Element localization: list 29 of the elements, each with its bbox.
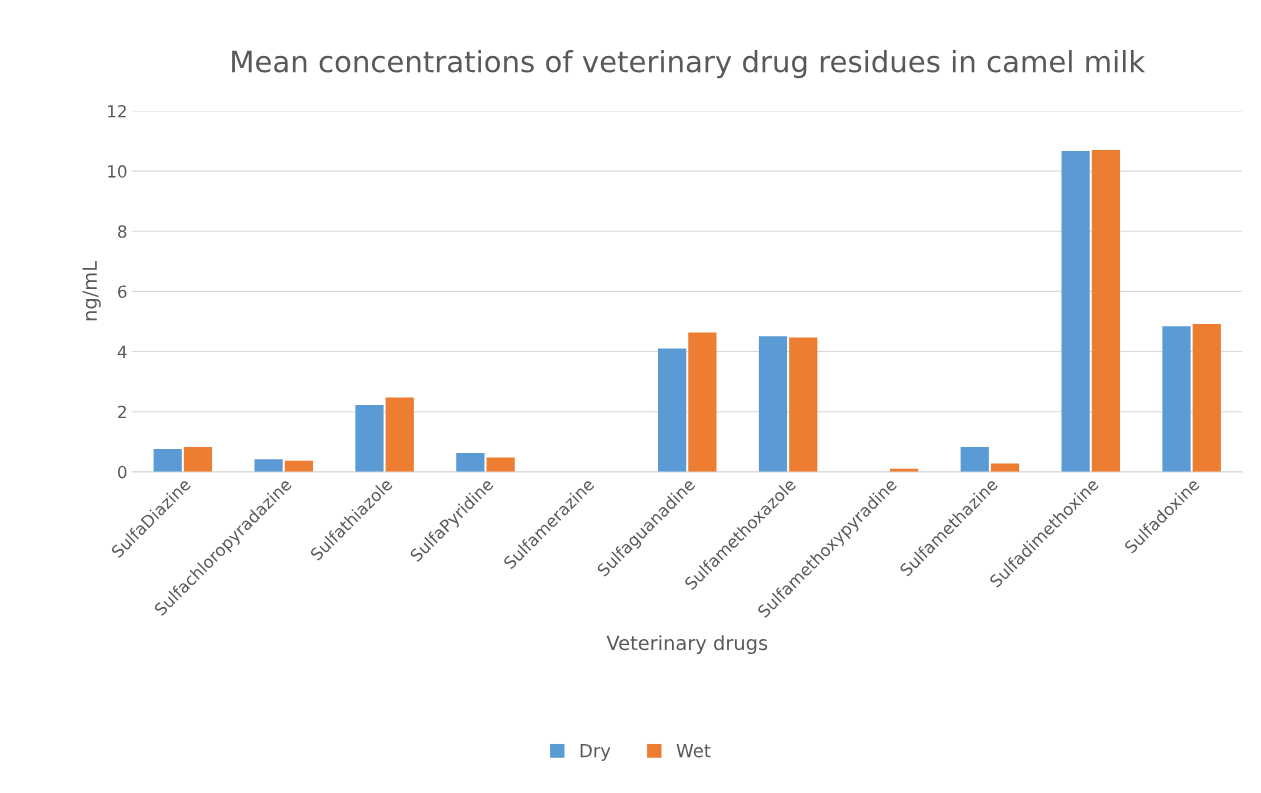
y-axis-title: ng/mL bbox=[82, 261, 101, 321]
bar bbox=[254, 459, 283, 472]
bar bbox=[758, 336, 788, 472]
chart-title: Mean concentrations of veterinary drug residues in camel milk bbox=[232, 49, 1146, 79]
bar bbox=[486, 457, 515, 472]
y-tick-label: 8 bbox=[118, 225, 127, 238]
x-axis-title: Veterinary drugs bbox=[606, 635, 768, 655]
bar bbox=[183, 446, 213, 472]
bar bbox=[153, 448, 182, 472]
y-tick-label: 2 bbox=[118, 405, 126, 419]
legend-label: Wet bbox=[676, 743, 711, 758]
bar bbox=[960, 446, 989, 472]
y-tick-label: 0 bbox=[118, 465, 127, 479]
bar bbox=[1091, 150, 1121, 472]
legend-label: Dry bbox=[580, 743, 611, 761]
bar bbox=[1162, 326, 1191, 472]
y-tick-label: 6 bbox=[118, 285, 127, 298]
bar bbox=[990, 463, 1020, 472]
bar bbox=[688, 332, 717, 472]
bar bbox=[456, 452, 485, 472]
y-tick-label: 12 bbox=[108, 104, 126, 118]
bar bbox=[1192, 323, 1221, 472]
bar bbox=[355, 405, 384, 472]
bar bbox=[789, 337, 818, 472]
bar bbox=[1061, 151, 1090, 472]
bar bbox=[657, 348, 687, 472]
bar bbox=[385, 397, 414, 472]
y-tick-label: 4 bbox=[117, 345, 127, 358]
y-tick-label: 10 bbox=[108, 165, 127, 178]
